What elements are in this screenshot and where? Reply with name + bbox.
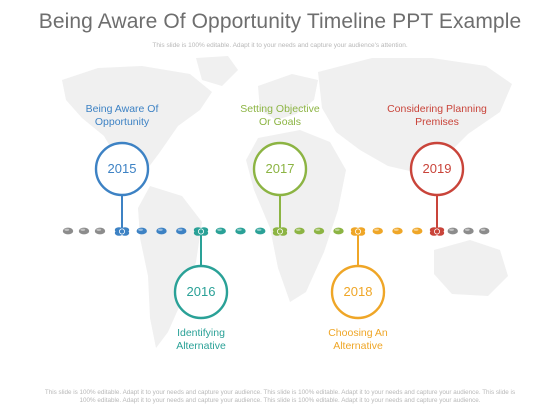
milestone-circle-2017 <box>252 141 308 197</box>
milestone-circle-2016 <box>173 264 229 320</box>
track-dot-shine <box>177 228 183 231</box>
track-dot <box>215 227 226 235</box>
track-dot <box>333 227 344 235</box>
milestone-circle-2015 <box>94 141 150 197</box>
track-dot <box>463 227 474 235</box>
timeline-track <box>62 227 490 235</box>
track-dot-shine <box>464 228 470 231</box>
track-dot <box>94 227 106 235</box>
milestone-label-line-1: Being Aware Of <box>85 103 159 115</box>
track-dot-shine <box>256 228 262 231</box>
slide-subtitle: This slide is 100% editable. Adapt it to… <box>152 42 408 49</box>
milestone-label-2017: Setting Objective Or Goals <box>220 103 340 129</box>
track-dot-shine <box>80 228 86 231</box>
knot-center <box>276 228 283 235</box>
milestone-circle-2019 <box>409 141 465 197</box>
track-dot <box>235 227 246 235</box>
knot-marker-2015 <box>114 227 130 236</box>
milestone-connectors <box>121 195 438 266</box>
milestone-label-line-1: Choosing An <box>328 327 388 339</box>
world-map-background <box>62 56 512 348</box>
asia-shape <box>318 58 512 172</box>
knot-center <box>433 228 440 235</box>
knot-center <box>354 228 361 235</box>
track-dot <box>479 227 490 235</box>
milestone-label-2015: Being Aware Of Opportunity <box>62 103 182 129</box>
track-dot <box>294 227 305 235</box>
milestone-label-line-1: Identifying <box>177 327 225 339</box>
milestone-year-2019: 2019 <box>422 161 452 176</box>
milestone-label-line-2: Alternative <box>333 340 383 352</box>
track-dot-shine <box>96 228 102 231</box>
milestone-circles <box>94 141 465 320</box>
track-dot <box>136 227 147 235</box>
milestone-circle-2018 <box>330 264 386 320</box>
milestone-year-2018: 2018 <box>343 284 373 299</box>
milestone-year-2015: 2015 <box>107 161 137 176</box>
milestone-label-line-1: Considering Planning <box>387 103 487 115</box>
milestone-markers <box>114 227 445 236</box>
track-dot <box>447 227 458 235</box>
track-dot-shine <box>295 228 301 231</box>
milestone-label-2016: Identifying Alternative <box>141 327 261 353</box>
slide-footer: This slide is 100% editable. Adapt it to… <box>24 389 536 406</box>
milestone-label-line-2: Or Goals <box>258 116 301 128</box>
milestone-label-2018: Choosing An Alternative <box>298 327 418 353</box>
south-america-shape <box>138 186 202 348</box>
track-dot <box>392 227 403 235</box>
track-dot-shine <box>157 228 163 231</box>
track-dot-shine <box>236 228 242 231</box>
track-dot-shine <box>217 228 222 231</box>
milestone-year-2017: 2017 <box>265 161 295 176</box>
knot-center <box>119 228 126 235</box>
footer-line-1: This slide is 100% editable. Adapt it to… <box>44 389 516 396</box>
track-dot-shine <box>393 228 399 231</box>
track-dot <box>255 227 266 235</box>
milestone-label-2019: Considering Planning Premises <box>377 103 497 129</box>
knot-center <box>197 228 204 235</box>
track-dot-shine <box>315 228 321 231</box>
track-dot <box>156 227 167 235</box>
track-dot-shine <box>480 228 486 231</box>
footer-line-2: 100% editable. Adapt it to your needs an… <box>79 397 481 405</box>
knot-marker-2016 <box>193 227 209 236</box>
milestone-label-line-1: Setting Objective <box>240 103 320 115</box>
track-dot <box>372 227 383 235</box>
milestone-label-line-2: Alternative <box>176 340 226 352</box>
knot-marker-2019 <box>429 227 445 236</box>
greenland-shape <box>196 56 238 86</box>
track-dot <box>78 227 90 235</box>
knot-marker-2018 <box>350 227 366 236</box>
track-dot-shine <box>334 228 340 231</box>
track-dot-shine <box>413 228 419 231</box>
track-dot <box>62 227 74 235</box>
track-dot <box>176 227 187 235</box>
track-dot-shine <box>449 228 454 231</box>
milestone-year-2016: 2016 <box>186 284 216 299</box>
track-dot <box>412 227 423 235</box>
milestone-label-line-2: Premises <box>415 116 459 128</box>
milestone-label-line-2: Opportunity <box>94 116 150 128</box>
slide-title: Being Aware Of Opportunity Timeline PPT … <box>38 10 522 33</box>
track-dot <box>313 227 325 235</box>
australia-shape <box>434 240 508 296</box>
track-dot-shine <box>138 228 143 231</box>
knot-marker-2017 <box>272 227 288 236</box>
north-america-shape <box>62 66 212 176</box>
track-dot-shine <box>374 228 379 231</box>
track-dot-shine <box>64 228 70 231</box>
europe-shape <box>258 74 318 120</box>
